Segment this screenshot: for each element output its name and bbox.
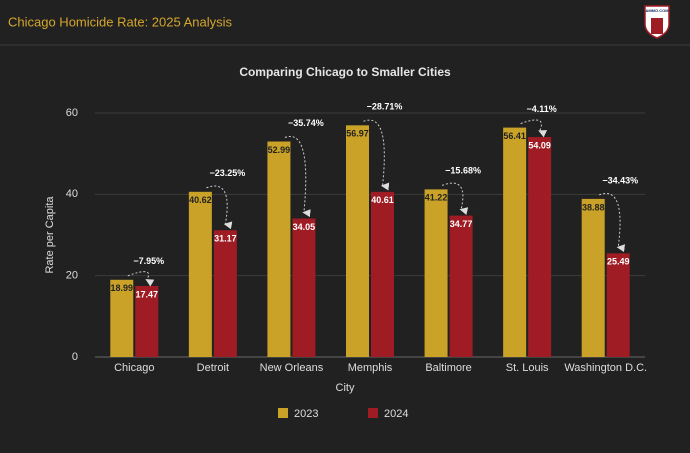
bar (528, 137, 552, 357)
x-tick-label: Washington D.C. (564, 362, 647, 374)
bar (292, 218, 316, 357)
x-tick-label: Chicago (114, 362, 154, 374)
change-annotation: −23.25% (209, 168, 245, 178)
bar (188, 191, 212, 357)
value-label: 40.62 (189, 195, 212, 205)
y-axis-title: Rate per Capita (44, 196, 56, 274)
legend-label: 2023 (294, 408, 318, 420)
value-label: 41.22 (425, 193, 448, 203)
legend-label: 2024 (384, 408, 408, 420)
change-arrow (520, 119, 548, 138)
bar (424, 189, 448, 357)
logo-stripe (651, 18, 663, 34)
value-label: 38.88 (582, 202, 605, 212)
value-label: 54.09 (528, 140, 551, 150)
x-tick-label: Memphis (348, 362, 393, 374)
change-annotation: −28.71% (367, 102, 403, 112)
x-axis-title: City (336, 382, 355, 394)
change-arrow (206, 185, 233, 230)
bar (346, 125, 369, 358)
value-label: 56.97 (346, 129, 369, 139)
bar (606, 253, 630, 357)
bar (581, 198, 605, 357)
value-label: 52.99 (268, 145, 291, 155)
bar (135, 285, 159, 357)
chart-title: Comparing Chicago to Smaller Cities (239, 65, 451, 79)
change-annotation: −34.43% (602, 175, 638, 185)
bar (213, 230, 237, 357)
y-tick-label: 20 (66, 270, 78, 282)
change-arrow (363, 119, 390, 191)
bar (267, 141, 291, 357)
x-tick-label: Baltimore (425, 362, 471, 374)
change-arrow (599, 193, 626, 253)
value-label: 25.49 (607, 257, 630, 267)
bar (110, 279, 134, 357)
legend-swatch (278, 408, 288, 418)
x-tick-label: Detroit (197, 362, 229, 374)
bar (503, 127, 527, 357)
value-label: 34.77 (450, 219, 473, 229)
value-label: 31.17 (214, 234, 237, 244)
legend-swatch (368, 408, 378, 418)
logo: AMMO.COM (644, 5, 670, 39)
y-tick-label: 60 (66, 107, 78, 119)
change-annotation: −4.11% (527, 104, 557, 114)
change-annotation: −7.95% (133, 256, 164, 266)
value-label: 34.05 (293, 222, 316, 232)
y-tick-label: 40 (66, 188, 78, 200)
y-tick-label: 0 (72, 351, 78, 363)
value-label: 17.47 (136, 289, 159, 299)
value-label: 18.99 (111, 283, 134, 293)
x-tick-label: St. Louis (506, 362, 549, 374)
page-title: Chicago Homicide Rate: 2025 Analysis (8, 14, 233, 29)
x-tick-label: New Orleans (260, 362, 324, 374)
change-annotation: −35.74% (288, 118, 324, 128)
value-label: 40.61 (371, 195, 394, 205)
change-arrow (284, 135, 311, 218)
bar (371, 191, 394, 357)
logo-text: AMMO.COM (645, 8, 669, 13)
change-arrow (441, 182, 469, 215)
change-arrow (127, 271, 155, 287)
change-annotation: −15.68% (445, 166, 481, 176)
bar (449, 215, 473, 357)
value-label: 56.41 (503, 131, 526, 141)
